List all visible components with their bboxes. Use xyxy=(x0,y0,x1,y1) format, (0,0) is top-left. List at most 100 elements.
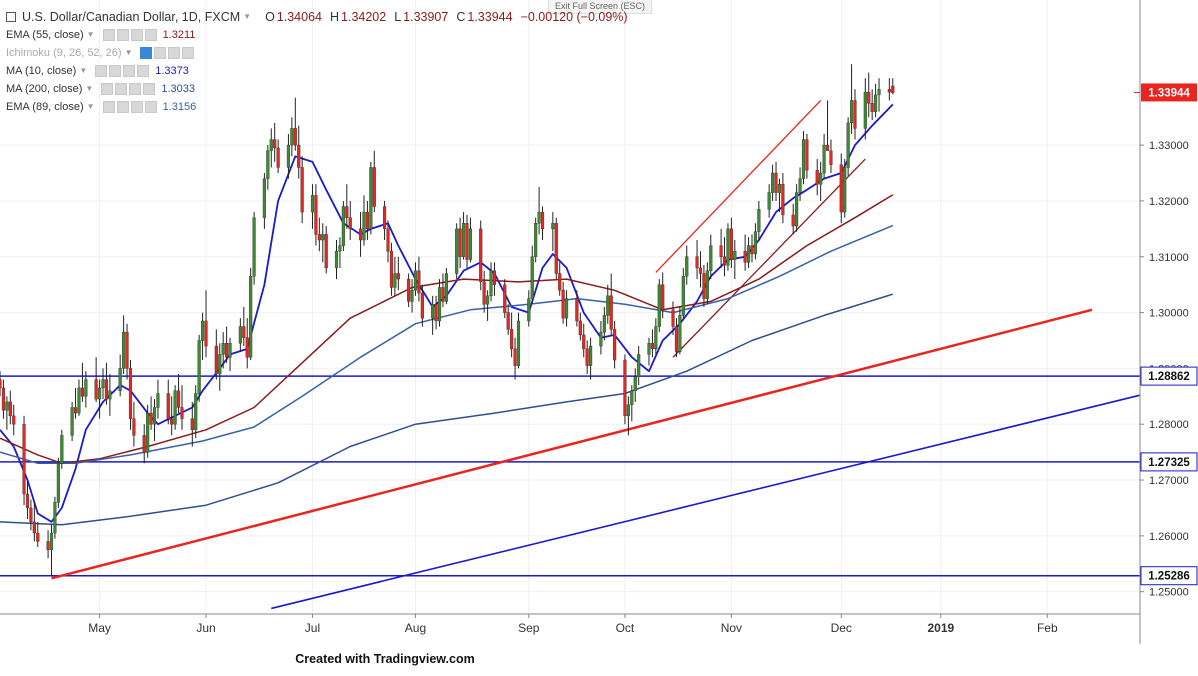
add-icon[interactable] xyxy=(123,65,136,77)
candle-body xyxy=(228,343,232,358)
visibility-icon[interactable] xyxy=(116,101,129,113)
add-icon[interactable] xyxy=(168,47,181,59)
candle-down xyxy=(458,217,462,268)
trendline[interactable] xyxy=(271,394,1141,610)
indicator-row[interactable]: EMA (55, close) ▼ 1.3211 xyxy=(6,26,628,44)
indicator-name[interactable]: EMA (89, close) xyxy=(6,101,84,113)
y-tick-label: 1.31000 xyxy=(1149,252,1189,264)
candle-body xyxy=(334,250,339,269)
candle-body xyxy=(53,502,57,534)
candle-body xyxy=(795,192,799,227)
candle-body xyxy=(118,368,122,391)
chevron-down-icon[interactable]: ▼ xyxy=(86,30,95,39)
visibility-icon[interactable] xyxy=(115,83,128,95)
candle-down xyxy=(242,307,246,347)
candle-body xyxy=(798,178,802,193)
candle-down xyxy=(29,499,33,531)
candle-body xyxy=(389,250,394,288)
chevron-down-icon[interactable]: ▼ xyxy=(86,102,95,111)
visibility-icon[interactable] xyxy=(109,65,122,77)
candle-body xyxy=(564,298,569,319)
settings-icon[interactable] xyxy=(102,29,115,41)
visibility-icon[interactable] xyxy=(154,47,167,59)
remove-icon[interactable] xyxy=(143,83,156,95)
ohlc-label: H xyxy=(329,10,340,24)
remove-icon[interactable] xyxy=(144,101,157,113)
candle-body xyxy=(383,206,387,230)
candle-body xyxy=(510,329,514,350)
candle-down xyxy=(554,217,558,280)
y-tick-label: 1.28000 xyxy=(1149,419,1189,431)
candle-body xyxy=(125,331,129,369)
settings-icon[interactable] xyxy=(102,101,115,113)
candle-body xyxy=(685,256,689,277)
candle-up xyxy=(70,401,74,441)
candle-down xyxy=(698,251,703,288)
chevron-down-icon[interactable]: ▼ xyxy=(124,48,133,57)
candle-down xyxy=(661,272,665,319)
candle-body xyxy=(551,223,555,230)
candle-body xyxy=(73,407,78,414)
candle-body xyxy=(437,287,442,322)
candle-up xyxy=(863,78,867,140)
indicator-row[interactable]: EMA (89, close) ▼ 1.3156 xyxy=(6,98,628,116)
candle-body xyxy=(870,103,874,112)
indicator-name[interactable]: MA (200, close) xyxy=(6,83,83,95)
add-icon[interactable] xyxy=(130,29,143,41)
candle-body xyxy=(891,85,895,93)
indicator-name[interactable]: MA (10, close) xyxy=(6,65,77,77)
candle-body xyxy=(218,354,222,375)
indicator-row[interactable]: MA (10, close) ▼ 1.3373 xyxy=(6,62,628,80)
add-icon[interactable] xyxy=(130,101,143,113)
candle-down xyxy=(80,362,84,402)
settings-icon[interactable] xyxy=(101,83,114,95)
candle-up xyxy=(486,290,490,321)
indicator-row[interactable]: Ichimoku (9, 26, 52, 26) ▼ xyxy=(6,44,628,62)
candle-body xyxy=(657,284,661,327)
remove-icon[interactable] xyxy=(144,29,157,41)
candle-up xyxy=(537,186,541,235)
candle-body xyxy=(214,345,218,375)
candle-body xyxy=(849,100,854,123)
candle-up xyxy=(822,133,826,179)
settings-icon[interactable] xyxy=(140,47,153,59)
visibility-icon[interactable] xyxy=(116,29,129,41)
candle-body xyxy=(238,326,242,344)
x-tick-label: May xyxy=(88,621,111,635)
trendline[interactable] xyxy=(672,158,866,358)
candle-up xyxy=(606,284,610,324)
candle-body xyxy=(101,379,105,389)
candle-body xyxy=(874,94,878,112)
candle-up xyxy=(589,337,593,380)
chevron-down-icon[interactable]: ▼ xyxy=(243,12,252,21)
candle-body xyxy=(29,507,33,523)
indicator-name[interactable]: Ichimoku (9, 26, 52, 26) xyxy=(6,47,122,59)
add-icon[interactable] xyxy=(129,83,142,95)
candle-body xyxy=(104,379,109,400)
candle-body xyxy=(173,390,177,425)
trendline[interactable] xyxy=(655,100,822,273)
candle-up xyxy=(60,429,64,469)
indicator-row[interactable]: MA (200, close) ▼ 1.3033 xyxy=(6,80,628,98)
candle-body xyxy=(743,250,747,263)
trendline[interactable] xyxy=(51,308,1093,580)
candle-down xyxy=(396,256,400,291)
exit-fullscreen-tooltip[interactable]: Exit Full Screen (ESC) xyxy=(548,0,653,14)
candle-body xyxy=(204,320,208,347)
chevron-down-icon[interactable]: ▼ xyxy=(85,84,94,93)
remove-icon[interactable] xyxy=(182,47,195,59)
remove-icon[interactable] xyxy=(137,65,150,77)
candle-body xyxy=(12,415,16,425)
indicator-name[interactable]: EMA (55, close) xyxy=(6,29,84,41)
candle-down xyxy=(829,139,833,174)
symbol-title[interactable]: U.S. Dollar/Canadian Dollar, 1D, FXCM xyxy=(22,10,241,24)
collapse-icon[interactable] xyxy=(6,12,16,22)
candle-body xyxy=(194,393,198,431)
candle-body xyxy=(613,329,617,361)
candle-down xyxy=(348,200,352,241)
candle-down xyxy=(300,156,304,224)
settings-icon[interactable] xyxy=(95,65,108,77)
chevron-down-icon[interactable]: ▼ xyxy=(79,66,88,75)
trendlines xyxy=(51,100,1141,610)
